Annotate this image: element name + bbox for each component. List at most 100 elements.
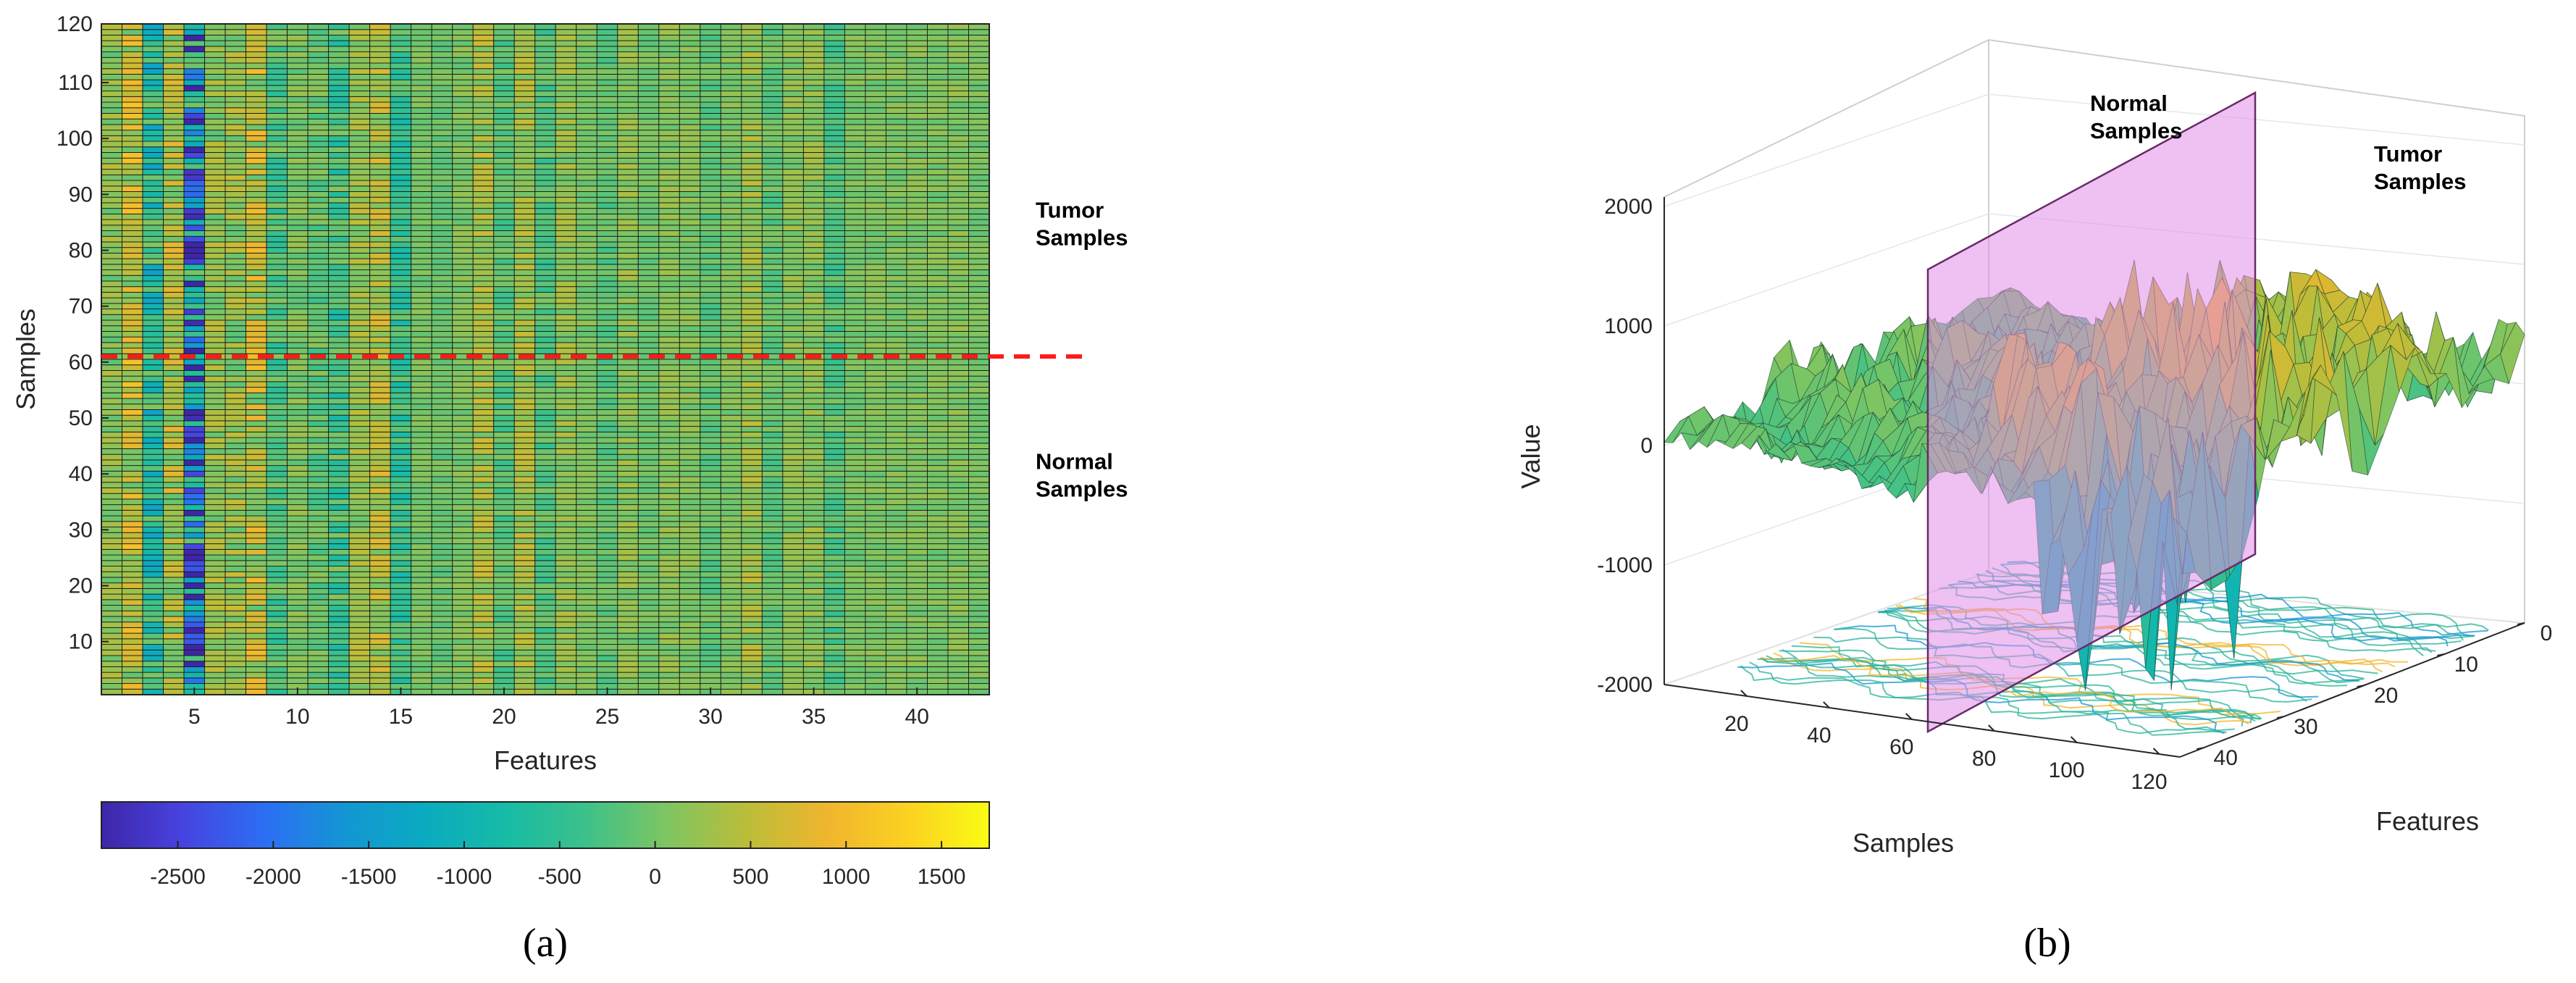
- heatmap-cell: [369, 359, 391, 366]
- heatmap-cell: [947, 314, 969, 321]
- heatmap-cell: [163, 571, 185, 578]
- heatmap-cell: [782, 130, 804, 136]
- heatmap-cell: [122, 325, 143, 332]
- heatmap-cell: [679, 392, 701, 399]
- heatmap-cell: [307, 605, 330, 611]
- heatmap-cell: [472, 426, 495, 432]
- heatmap-cell: [452, 593, 474, 601]
- heatmap-cell: [513, 622, 536, 628]
- heatmap-cell: [122, 599, 143, 606]
- heatmap-cell: [700, 91, 721, 97]
- heatmap-cell: [658, 297, 680, 304]
- heatmap-cell: [782, 398, 804, 405]
- heatmap-cell: [906, 504, 928, 511]
- heatmap-cell: [679, 381, 701, 388]
- heatmap-cell: [348, 269, 371, 276]
- heatmap-cell: [658, 566, 680, 572]
- heatmap-cell: [617, 297, 639, 304]
- heatmap-cell: [844, 593, 866, 601]
- heatmap-cell: [576, 587, 597, 595]
- heatmap-cell: [390, 336, 412, 343]
- heatmap-cell: [287, 375, 309, 382]
- heatmap-cell: [637, 632, 660, 640]
- heatmap-cell: [204, 46, 226, 53]
- heatmap-cell: [700, 560, 721, 566]
- heatmap-cell: [576, 330, 597, 338]
- heatmap-cell: [142, 649, 164, 656]
- heatmap-cell: [513, 649, 536, 656]
- heatmap-cell: [101, 515, 122, 522]
- heatmap-cell: [101, 482, 122, 488]
- heatmap-cell: [101, 213, 122, 220]
- heatmap-cell: [431, 57, 453, 64]
- heatmap-cell: [865, 672, 886, 679]
- heatmap-cell: [555, 157, 577, 164]
- heatmap-cell: [576, 286, 597, 293]
- heatmap-cell: [204, 593, 226, 601]
- heatmap-cell: [493, 51, 515, 58]
- heatmap-cell: [700, 325, 721, 332]
- heatmap-cell: [823, 465, 845, 472]
- heatmap-cell: [204, 509, 226, 516]
- heatmap-cell: [452, 152, 474, 159]
- heatmap-cell: [720, 515, 742, 522]
- heatmap-cell: [204, 319, 226, 327]
- heatmap-cell: [865, 185, 886, 192]
- heatmap-cell: [142, 23, 164, 30]
- heatmap-cell: [761, 515, 784, 522]
- heatmap-cell: [390, 286, 412, 293]
- heatmap-cell: [782, 309, 804, 315]
- heatmap-cell: [472, 235, 495, 243]
- heatmap-cell: [411, 297, 432, 304]
- heatmap-cell: [947, 470, 969, 477]
- heatmap-cell: [576, 191, 597, 198]
- heatmap-cell: [101, 627, 122, 634]
- heatmap-cell: [844, 560, 866, 566]
- heatmap-cell: [679, 470, 701, 477]
- heatmap-cell: [700, 387, 721, 393]
- heatmap-cell: [844, 488, 866, 494]
- heatmap-cell: [431, 537, 453, 545]
- heatmap-cell: [802, 235, 825, 243]
- heatmap-cell: [761, 587, 784, 595]
- heatmap-cell: [596, 241, 618, 248]
- heatmap-cell: [679, 627, 701, 634]
- heatmap-cell: [700, 191, 721, 198]
- heatmap-cell: [596, 392, 618, 399]
- heatmap-cell: [101, 235, 122, 243]
- heatmap-cell: [390, 403, 412, 410]
- heatmap-cell: [411, 280, 432, 288]
- heatmap-cell: [823, 96, 845, 103]
- heatmap-cell: [163, 269, 185, 276]
- heatmap-cell: [802, 649, 825, 656]
- heatmap-cell: [348, 213, 371, 220]
- heatmap-cell: [906, 599, 928, 606]
- heatmap-cell: [576, 258, 597, 265]
- heatmap-cell: [534, 448, 556, 455]
- heatmap-cell: [101, 152, 122, 159]
- heatmap-cell: [246, 414, 267, 422]
- heatmap-cell: [493, 196, 515, 204]
- heatmap-cell: [287, 241, 309, 248]
- heatmap-cell: [183, 543, 206, 550]
- heatmap-cell: [513, 213, 536, 220]
- heatmap-cell: [204, 113, 226, 120]
- heatmap-cell: [844, 409, 866, 416]
- heatmap-cell: [513, 275, 536, 282]
- heatmap-cell: [823, 448, 845, 455]
- heatmap-cell: [493, 509, 515, 516]
- heatmap-cell: [348, 509, 371, 516]
- heatmap-cell: [700, 130, 721, 136]
- heatmap-cell: [513, 325, 536, 332]
- heatmap-cell: [741, 387, 763, 393]
- heatmap-cell: [802, 571, 825, 578]
- heatmap-cell: [679, 163, 701, 170]
- heatmap-cell: [204, 141, 226, 148]
- heatmap-cell: [307, 208, 330, 214]
- heatmap-cell: [761, 180, 784, 187]
- heatmap-cell: [927, 297, 949, 304]
- heatmap-cell: [266, 504, 288, 511]
- heatmap-cell: [307, 403, 330, 410]
- heatmap-cell: [658, 219, 680, 226]
- heatmap-cell: [741, 443, 763, 449]
